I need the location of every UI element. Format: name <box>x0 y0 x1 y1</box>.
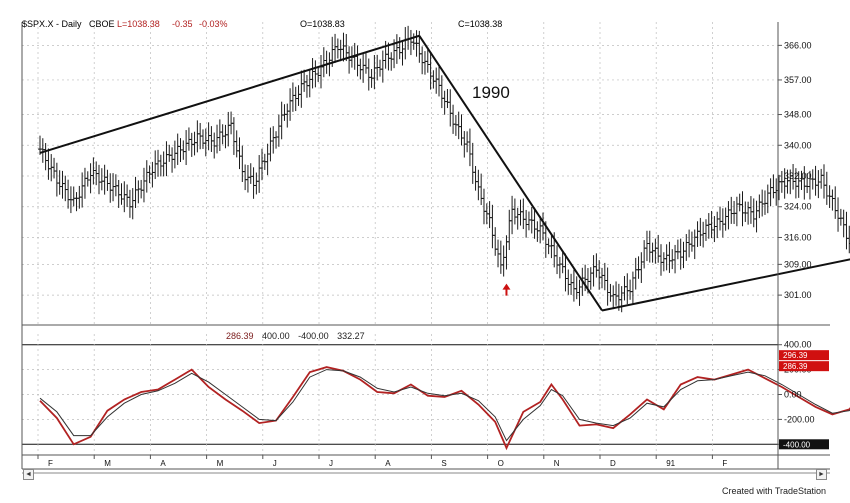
tradestation-credit: Created with TradeStation <box>722 486 827 496</box>
month-gridlines <box>37 22 713 455</box>
price-bars <box>38 25 850 313</box>
up-arrow-marker <box>502 283 511 296</box>
price-tick-label: 340.00 <box>784 140 812 150</box>
month-label: J <box>329 459 333 468</box>
trendline <box>39 34 420 154</box>
price-tick-label: 332.00 <box>784 171 812 181</box>
price-pane-grid <box>22 45 778 296</box>
month-label: S <box>441 459 446 468</box>
trendline <box>601 258 850 312</box>
lower-ref-tag: -400.00 <box>783 440 811 449</box>
current-value-tag-bg <box>779 350 829 361</box>
symbol-label: $SPX.X - Daily <box>22 19 82 29</box>
oscillator-tick-label: -200.00 <box>784 414 815 424</box>
scroll-right-button[interactable]: ► <box>816 469 827 480</box>
oscillator-line <box>39 366 850 451</box>
exchange-label: CBOE <box>89 19 115 29</box>
oscillator-pane-grid <box>22 344 778 445</box>
change-percent: -0.03% <box>199 19 228 29</box>
price-tick-label: 324.00 <box>784 202 812 212</box>
indicator-values: 286.39 400.00 -400.00 332.27 <box>226 331 371 341</box>
price-tick-label: 309.00 <box>784 259 812 269</box>
month-label: F <box>722 459 727 468</box>
lower-ref-tag-bg <box>779 439 829 450</box>
close-price: C=1038.38 <box>458 19 503 29</box>
current-value-tag-bg <box>779 361 829 372</box>
oscillator-lines <box>39 366 850 451</box>
month-label: M <box>104 459 111 468</box>
trendline <box>418 35 603 312</box>
price-tick-label: 366.00 <box>784 40 812 50</box>
axis-labels: 301.00 309.00 316.00 324.00 332.00 340.00 348.… <box>48 40 815 468</box>
scroll-left-button[interactable]: ◄ <box>23 469 34 480</box>
month-label: 91 <box>666 459 675 468</box>
price-tick-label: 348.00 <box>784 110 812 120</box>
indicator-value-2: 400.00 <box>262 331 290 341</box>
chart-annotations: 1990 296.39 286.39 -400.00 <box>472 83 829 450</box>
oscillator-tick-label: 0.00 <box>784 390 802 400</box>
year-annotation: 1990 <box>472 83 510 102</box>
price-tick-label: 316.00 <box>784 232 812 242</box>
month-label: D <box>610 459 616 468</box>
month-label: A <box>160 459 166 468</box>
open-price: O=1038.83 <box>300 19 345 29</box>
indicator-value-3: -400.00 <box>298 331 329 341</box>
month-label: M <box>217 459 224 468</box>
last-price: L=1038.38 <box>117 19 160 29</box>
month-label: N <box>554 459 560 468</box>
axes <box>21 22 830 474</box>
trendlines <box>39 34 850 312</box>
month-label: J <box>273 459 277 468</box>
price-tick-label: 357.00 <box>784 75 812 85</box>
price-tick-label: 301.00 <box>784 290 812 300</box>
indicator-value-1: 286.39 <box>226 331 254 341</box>
month-label: O <box>498 459 504 468</box>
indicator-value-4: 332.27 <box>337 331 365 341</box>
change-value: -0.35 <box>172 19 193 29</box>
month-label: A <box>385 459 391 468</box>
current-value-tag: 296.39 <box>783 351 808 360</box>
current-value-tag: 286.39 <box>783 362 808 371</box>
signal-line <box>39 369 850 442</box>
month-label: F <box>48 459 53 468</box>
oscillator-tick-label: 400.00 <box>784 340 812 350</box>
